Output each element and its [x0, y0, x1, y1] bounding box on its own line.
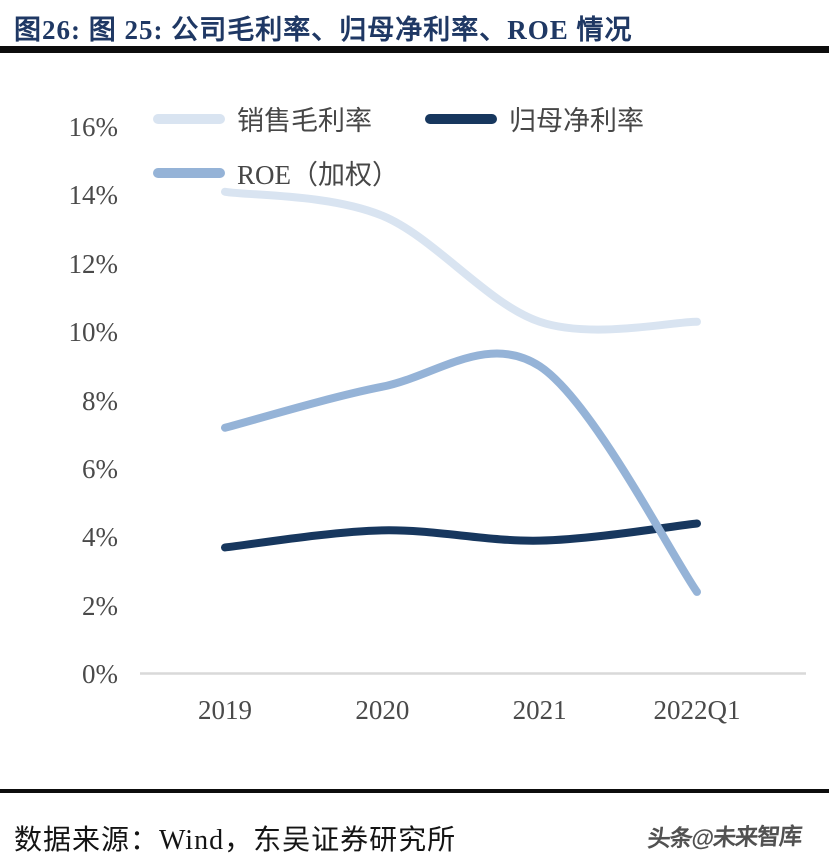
legend-label: 归母净利率 [509, 106, 644, 136]
y-tick-label: 16% [68, 112, 119, 142]
legend-label: 销售毛利率 [237, 106, 372, 136]
y-tick-label: 2% [82, 590, 118, 621]
legend-label: ROE（加权） [237, 160, 399, 190]
y-tick-label: 6% [82, 454, 118, 484]
roe-line-swatch [153, 167, 225, 178]
x-tick-label: 2019 [198, 695, 252, 725]
y-tick-label: 14% [68, 180, 119, 211]
net-margin-line-swatch [425, 113, 497, 124]
roe-line [221, 349, 701, 596]
x-tick-label: 2020 [355, 695, 410, 725]
footer-divider [0, 789, 829, 793]
gross-margin-line-swatch [153, 113, 225, 124]
y-tick-label: 4% [82, 522, 118, 553]
y-tick-label: 0% [82, 659, 118, 690]
y-tick-label: 12% [68, 248, 119, 279]
legend-item-roe: ROE（加权） [153, 155, 425, 190]
watermark: 头条@未来智库 [646, 822, 803, 852]
legend-item-gross-margin: 销售毛利率 [153, 101, 425, 136]
figure-title: 图26: 图 25: 公司毛利率、归母净利率、ROE 情况 [14, 15, 633, 45]
x-tick-label: 2021 [512, 695, 567, 725]
net_margin-line [221, 519, 701, 552]
line-chart-plot [140, 187, 806, 675]
y-tick-label: 8% [82, 385, 118, 416]
legend-item-net-margin: 归母净利率 [425, 101, 644, 136]
gross_margin-line [221, 187, 701, 334]
chart-legend: 销售毛利率 归母净利率 ROE（加权） [153, 101, 644, 190]
title-divider [0, 46, 829, 53]
y-tick-label: 10% [68, 317, 119, 348]
data-source: 数据来源：Wind，东吴证券研究所 [14, 825, 457, 856]
x-tick-label: 2022Q1 [653, 695, 741, 725]
